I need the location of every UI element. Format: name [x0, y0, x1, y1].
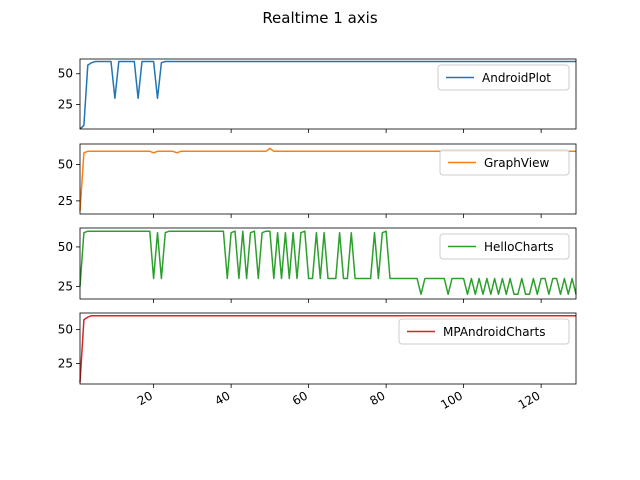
legend: HelloCharts [439, 233, 570, 260]
legend: AndroidPlot [437, 64, 570, 91]
x-tick-label: 60 [290, 388, 310, 408]
axes-frame [79, 58, 577, 130]
legend-box [398, 318, 570, 345]
y-tick-label: 25 [58, 97, 73, 111]
legend-label: HelloCharts [484, 240, 554, 254]
y-tick-label: 50 [58, 67, 73, 81]
series-line-androidplot [79, 60, 576, 130]
legend-box [439, 233, 570, 260]
y-tick-label: 25 [58, 357, 73, 371]
x-tick-label: 40 [212, 388, 232, 408]
y-tick-label: 50 [58, 240, 73, 254]
legend-box [439, 149, 570, 176]
subplot-3: 25 50 HelloCharts [58, 227, 577, 303]
axes-frame [79, 312, 577, 385]
legend-label: MPAndroidCharts [443, 325, 545, 339]
axes-frame [79, 227, 577, 300]
subplot-stack: 25 50 AndroidPlot 25 50 GraphView 25 50 HelloCha… [58, 58, 577, 412]
legend-label: GraphView [484, 156, 549, 170]
legend: GraphView [439, 149, 570, 176]
axes-frame [79, 143, 577, 215]
x-tick-label: 80 [367, 388, 387, 408]
y-tick-label: 50 [58, 322, 73, 336]
series-line-graphview [79, 147, 576, 212]
legend-box [437, 64, 570, 91]
series-line-hellocharts [79, 230, 577, 296]
y-tick-label: 50 [58, 157, 73, 171]
chart-title: Realtime 1 axis [262, 9, 378, 27]
x-tick-label: 20 [135, 388, 155, 408]
y-tick-label: 25 [58, 194, 73, 208]
subplot-2: 25 50 GraphView [58, 143, 577, 218]
series-line-mpandroidcharts [79, 314, 576, 383]
legend-label: AndroidPlot [482, 71, 551, 85]
legend: MPAndroidCharts [398, 318, 570, 345]
y-tick-label: 25 [58, 279, 73, 293]
subplot-1: 25 50 AndroidPlot [58, 58, 577, 133]
